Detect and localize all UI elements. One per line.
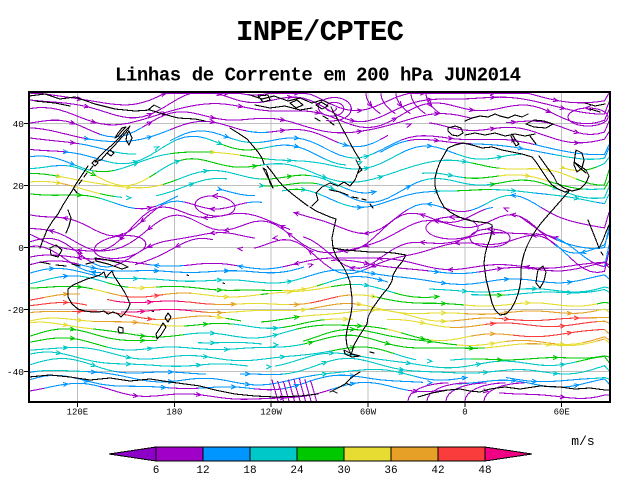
svg-text:60E: 60E — [554, 408, 570, 418]
svg-text:120E: 120E — [67, 408, 89, 418]
svg-text:6: 6 — [153, 465, 160, 477]
svg-text:40: 40 — [13, 119, 25, 130]
svg-text:30: 30 — [337, 465, 350, 477]
svg-text:INPE/CPTEC: INPE/CPTEC — [236, 16, 404, 49]
svg-text:42: 42 — [431, 465, 444, 477]
svg-text:48: 48 — [478, 465, 491, 477]
svg-text:20: 20 — [13, 181, 25, 192]
svg-text:0: 0 — [462, 408, 467, 418]
svg-text:12: 12 — [196, 465, 209, 477]
svg-text:m/s: m/s — [571, 434, 594, 449]
svg-text:18: 18 — [243, 465, 256, 477]
svg-text:-20: -20 — [7, 305, 24, 316]
svg-text:60W: 60W — [360, 408, 377, 418]
svg-text:180: 180 — [166, 408, 182, 418]
svg-text:24: 24 — [290, 465, 304, 477]
svg-text:120W: 120W — [260, 408, 282, 418]
svg-text:0: 0 — [18, 243, 24, 254]
svg-text:Linhas de Corrente em 200 hPa: Linhas de Corrente em 200 hPa JUN2014 — [115, 65, 521, 87]
svg-text:36: 36 — [384, 465, 397, 477]
svg-text:-40: -40 — [7, 367, 24, 378]
